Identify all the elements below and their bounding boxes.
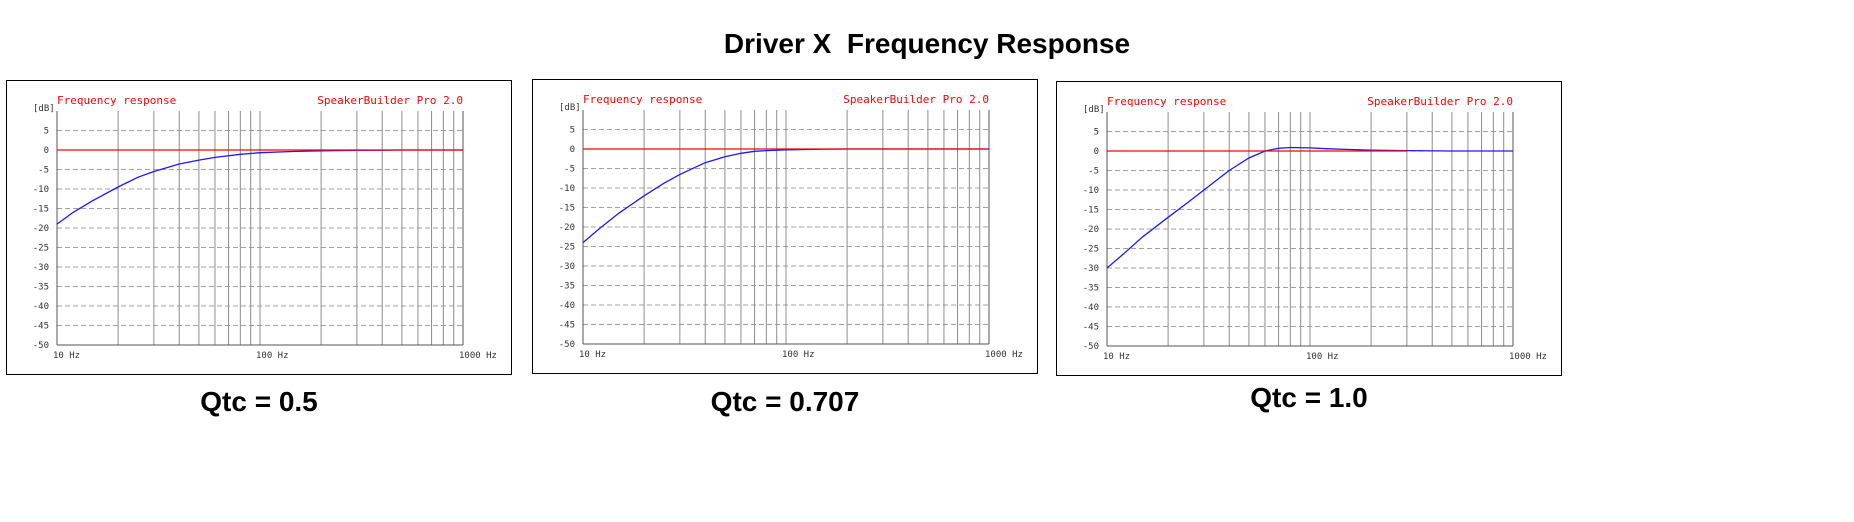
- y-tick-label: -30: [559, 262, 575, 272]
- y-tick-label: -25: [1083, 245, 1099, 255]
- caption-qtc-1-0: Qtc = 1.0: [1250, 382, 1368, 413]
- chart-panel-qtc-1-0: 5 0 -5 -10 -15 -20 -25 -30 -35 -40 -45 -50 [dB] 10 Hz…: [1056, 81, 1562, 376]
- x-tick-label: 10 Hz: [579, 350, 606, 360]
- y-tick-label: -25: [33, 244, 49, 254]
- x-tick-label: 100 Hz: [256, 351, 289, 361]
- x-tick-label: 10 Hz: [53, 351, 80, 361]
- plot-title: Frequency response: [583, 93, 702, 106]
- y-tick-label: -35: [33, 283, 49, 293]
- y-tick-label: -45: [559, 321, 575, 331]
- y-tick-label: -20: [1083, 225, 1099, 235]
- y-tick-label: -10: [33, 185, 49, 195]
- y-tick-label: -20: [33, 224, 49, 234]
- y-tick-label: 5: [1094, 128, 1099, 138]
- y-tick-label: -45: [33, 322, 49, 332]
- y-tick-label: -50: [559, 340, 575, 350]
- y-tick-label: -15: [33, 205, 49, 215]
- y-tick-label: 5: [44, 127, 49, 137]
- y-tick-label: -50: [33, 341, 49, 351]
- frequency-response-chart: 5 0 -5 -10 -15 -20 -25 -30 -35 -40 -45 -50 [dB] 10 Hz…: [33, 94, 497, 361]
- y-tick-label: -5: [564, 165, 575, 175]
- chart-panel-qtc-0-5: 5 0 -5 -10 -15 -20 -25 -30 -35 -40 -45 -50 [dB] 10 Hz…: [6, 80, 512, 375]
- chart-panel-qtc-0-707: 5 0 -5 -10 -15 -20 -25 -30 -35 -40 -45 -50 [dB] 10 Hz…: [532, 79, 1038, 374]
- y-tick-label: -40: [33, 302, 49, 312]
- main-title: Driver X Frequency Response: [723, 28, 1131, 59]
- plot-title: Frequency response: [57, 94, 176, 107]
- x-tick-label: 1000 Hz: [1509, 352, 1547, 362]
- y-tick-label: -15: [559, 204, 575, 214]
- software-label: SpeakerBuilder Pro 2.0: [843, 93, 989, 106]
- y-tick-label: -50: [1083, 342, 1099, 352]
- y-axis-label: [dB]: [1083, 105, 1105, 115]
- x-tick-label: 1000 Hz: [985, 350, 1023, 360]
- software-label: SpeakerBuilder Pro 2.0: [317, 94, 463, 107]
- y-tick-label: -5: [1088, 167, 1099, 177]
- y-tick-label: -45: [1083, 323, 1099, 333]
- y-tick-label: -30: [1083, 264, 1099, 274]
- x-tick-label: 1000 Hz: [459, 351, 497, 361]
- y-tick-label: -35: [559, 282, 575, 292]
- y-tick-label: -5: [38, 166, 49, 176]
- response-curve: [1106, 146, 1513, 269]
- plot-title: Frequency response: [1107, 95, 1226, 108]
- y-tick-label: 0: [570, 145, 575, 155]
- frequency-response-chart: 5 0 -5 -10 -15 -20 -25 -30 -35 -40 -45 -50 [dB] 10 Hz…: [559, 93, 1023, 360]
- frequency-response-chart: 5 0 -5 -10 -15 -20 -25 -30 -35 -40 -45 -50 [dB] 10 Hz…: [1083, 95, 1547, 362]
- x-tick-label: 100 Hz: [1306, 352, 1339, 362]
- x-tick-label: 100 Hz: [782, 350, 815, 360]
- y-tick-label: -40: [559, 301, 575, 311]
- caption-qtc-0-707: Qtc = 0.707: [710, 386, 860, 417]
- y-tick-label: 5: [570, 126, 575, 136]
- y-tick-label: -10: [559, 184, 575, 194]
- y-tick-label: 0: [44, 146, 49, 156]
- caption-qtc-0-5: Qtc = 0.5: [200, 386, 318, 417]
- y-tick-label: -10: [1083, 186, 1099, 196]
- x-tick-label: 10 Hz: [1103, 352, 1130, 362]
- y-tick-label: -25: [559, 243, 575, 253]
- y-tick-label: -15: [1083, 206, 1099, 216]
- software-label: SpeakerBuilder Pro 2.0: [1367, 95, 1513, 108]
- y-tick-label: -35: [1083, 284, 1099, 294]
- y-axis-label: [dB]: [33, 104, 55, 114]
- y-tick-label: -30: [33, 263, 49, 273]
- y-tick-label: -40: [1083, 303, 1099, 313]
- y-tick-label: -20: [559, 223, 575, 233]
- y-tick-label: 0: [1094, 147, 1099, 157]
- y-axis-label: [dB]: [559, 103, 581, 113]
